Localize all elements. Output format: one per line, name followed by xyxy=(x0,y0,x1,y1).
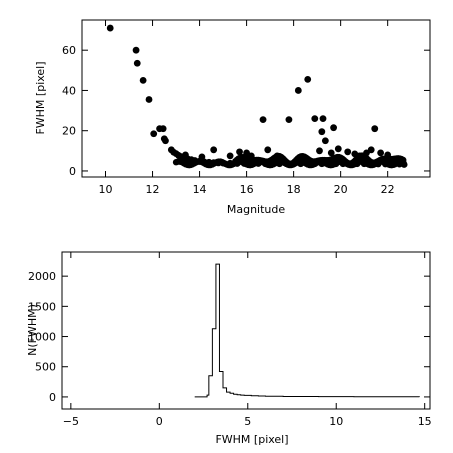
scatter-plot-frame xyxy=(81,19,431,178)
scatter-point xyxy=(319,115,327,123)
scatter-y-ticks: 0 20 40 60 xyxy=(62,44,430,178)
scatter-point xyxy=(318,128,326,136)
scatter-points xyxy=(106,24,408,169)
scatter-x-tick-label: 20 xyxy=(334,183,348,196)
scatter-point xyxy=(285,116,293,124)
scatter-point xyxy=(377,149,385,157)
scatter-point xyxy=(132,46,140,54)
histogram-x-tick-label: 5 xyxy=(244,415,251,428)
histogram-plot-frame xyxy=(61,251,431,410)
histogram-y-tick-label: 500 xyxy=(35,361,56,374)
scatter-point xyxy=(159,125,167,133)
histogram-y-ticks: 0 500 1000 1500 2000 xyxy=(28,270,430,404)
histogram-y-tick-label: 0 xyxy=(49,391,56,404)
histogram-x-ticks: −5 0 5 10 15 xyxy=(63,252,432,428)
scatter-x-tick-label: 18 xyxy=(287,183,301,196)
scatter-point xyxy=(162,137,169,145)
scatter-point xyxy=(210,146,218,154)
scatter-x-tick-label: 12 xyxy=(146,183,160,196)
scatter-point xyxy=(321,137,329,145)
scatter-x-tick-label: 14 xyxy=(193,183,207,196)
scatter-x-axis-label: Magnitude xyxy=(227,203,286,216)
histogram-y-tick-label: 1000 xyxy=(28,331,56,344)
scatter-point xyxy=(264,146,272,154)
scatter-y-tick-label: 0 xyxy=(69,165,76,178)
scatter-point xyxy=(304,75,312,83)
scatter-point xyxy=(236,148,243,156)
scatter-x-tick-label: 22 xyxy=(381,183,395,196)
scatter-point xyxy=(399,156,407,164)
scatter-point xyxy=(182,151,189,159)
scatter-point xyxy=(259,116,267,124)
scatter-point xyxy=(327,149,335,157)
scatter-point xyxy=(133,59,141,67)
scatter-point xyxy=(294,87,302,94)
scatter-point xyxy=(330,124,337,132)
scatter-x-ticks: 10 12 14 16 18 20 22 xyxy=(99,20,395,196)
scatter-point xyxy=(371,125,379,133)
scatter-x-tick-label: 10 xyxy=(99,183,113,196)
scatter-x-tick-label: 16 xyxy=(240,183,254,196)
histogram-panel: −5 0 5 10 15 0 500 1000 1500 2000 FWHM [pixel] N… xyxy=(26,251,432,446)
scatter-point xyxy=(145,96,153,103)
scatter-point xyxy=(334,145,342,153)
scatter-y-tick-label: 60 xyxy=(62,44,76,57)
scatter-y-axis-label: FWHM [pixel] xyxy=(34,61,47,134)
histogram-x-tick-label: 0 xyxy=(156,415,163,428)
histogram-x-tick-label: 10 xyxy=(329,415,343,428)
scatter-y-tick-label: 20 xyxy=(62,125,76,138)
histogram-y-tick-label: 2000 xyxy=(28,270,56,283)
histogram-x-tick-label: 15 xyxy=(418,415,432,428)
histogram-y-axis-label: N(FWHM) xyxy=(26,304,39,356)
scatter-panel: 10 12 14 16 18 20 22 0 20 40 60 Magnitude FWHM [p… xyxy=(34,19,431,216)
scatter-point xyxy=(226,152,234,160)
histogram-step-line xyxy=(194,263,420,398)
scatter-y-tick-label: 40 xyxy=(62,84,76,97)
scatter-point xyxy=(316,147,323,155)
histogram-y-tick-label: 1500 xyxy=(28,300,56,313)
scatter-point xyxy=(150,130,158,138)
scatter-point xyxy=(344,148,352,156)
histogram-x-tick-label: −5 xyxy=(63,415,79,428)
histogram-x-axis-label: FWHM [pixel] xyxy=(215,433,288,446)
scatter-point xyxy=(311,115,319,123)
scatter-point xyxy=(106,24,114,32)
scatter-point xyxy=(367,146,375,154)
scatter-point xyxy=(139,76,147,84)
